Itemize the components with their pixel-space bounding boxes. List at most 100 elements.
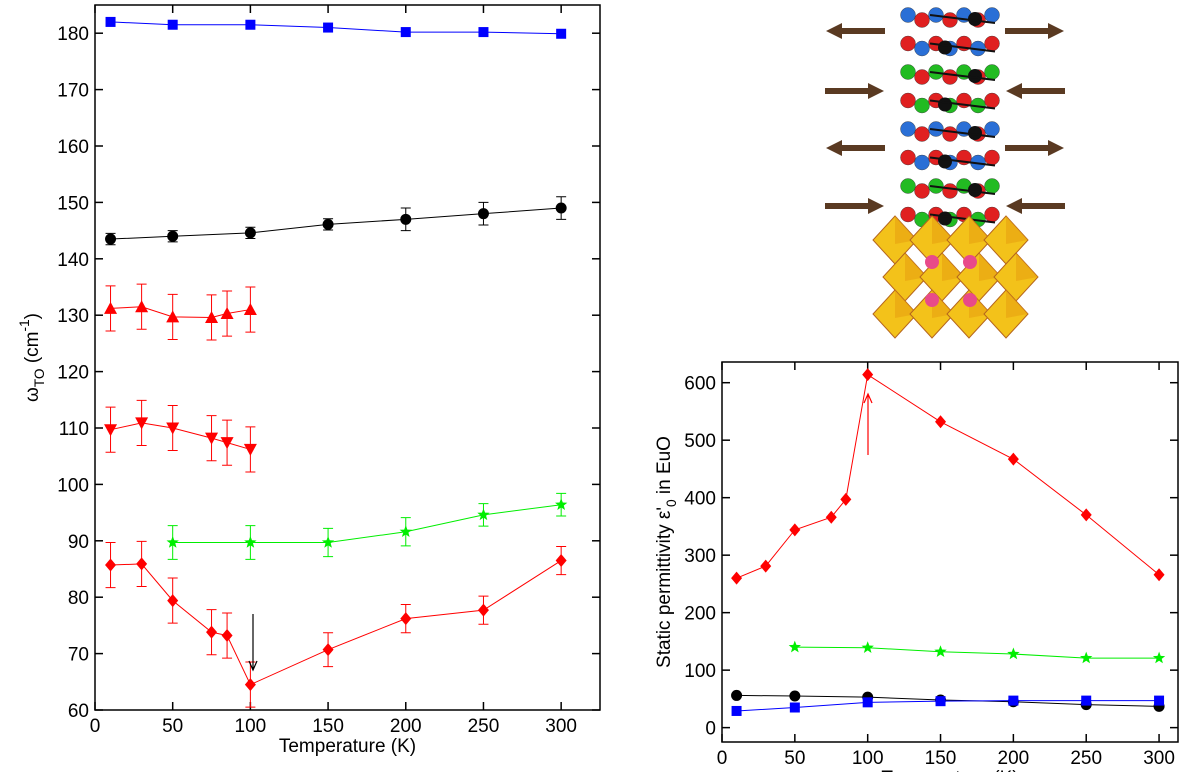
text-part: Temperature (K)	[279, 736, 416, 757]
plot-frame	[94, 4, 601, 711]
atom	[984, 121, 1000, 137]
marker	[1153, 568, 1165, 582]
a-site-atom	[925, 255, 939, 269]
spin-atom	[938, 40, 952, 55]
spin	[929, 185, 996, 195]
a-site-atom	[963, 255, 977, 269]
y-axis-label: ωTO (cm-1)	[17, 313, 47, 402]
atom	[914, 97, 930, 114]
x-tick-label: 0	[90, 716, 101, 737]
series-line	[736, 373, 1160, 579]
series-line	[736, 700, 1160, 712]
marker	[862, 368, 874, 382]
marker	[166, 310, 180, 323]
marker	[1154, 695, 1165, 706]
marker	[400, 27, 411, 38]
marker	[861, 641, 874, 653]
marker	[1152, 651, 1166, 664]
marker	[399, 525, 412, 537]
y-tick-label: 400	[684, 489, 716, 510]
spin	[929, 71, 996, 81]
series	[105, 16, 567, 39]
series	[104, 283, 257, 341]
marker	[136, 557, 148, 571]
marker	[555, 554, 567, 568]
atom	[984, 92, 1000, 109]
marker	[322, 218, 334, 230]
series-line	[110, 306, 251, 318]
y-tick-label: 200	[684, 604, 716, 625]
marker	[1080, 508, 1092, 522]
atom	[900, 149, 916, 166]
atom	[942, 12, 958, 28]
y-tick-label: 130	[57, 306, 89, 327]
marker	[205, 432, 219, 445]
atom	[984, 206, 1000, 223]
spin-atom	[938, 154, 952, 169]
marker	[105, 558, 117, 572]
octahedron-face	[979, 253, 1001, 281]
marker	[789, 690, 801, 702]
y-tick-label: 60	[68, 701, 89, 722]
spin-arrows	[825, 23, 1065, 214]
atom	[984, 35, 1000, 52]
spin-atom	[938, 211, 952, 226]
x-tick-label: 0	[717, 748, 728, 769]
spin-atom	[968, 12, 982, 26]
marker	[206, 625, 218, 639]
marker	[731, 705, 742, 716]
octahedron-face	[1006, 216, 1028, 244]
x-tick-label: 100	[852, 748, 884, 769]
x-tick-label: 200	[998, 748, 1030, 769]
marker	[731, 689, 743, 701]
series	[731, 368, 1165, 585]
text-part: Static permittivity ε'	[654, 507, 675, 668]
y-tick-label: 300	[684, 546, 716, 567]
marker	[166, 422, 180, 435]
octahedron-face	[942, 253, 964, 281]
marker	[244, 678, 256, 692]
marker	[555, 498, 568, 510]
marker	[840, 492, 852, 506]
marker	[477, 208, 489, 220]
spin	[929, 128, 996, 138]
spin	[929, 213, 996, 224]
marker	[935, 696, 946, 707]
y-tick-label: 100	[57, 475, 89, 496]
substrate-octahedra	[872, 215, 1039, 339]
marker	[556, 28, 567, 39]
x-tick-label: 50	[162, 716, 183, 737]
x-tick-label: 250	[468, 716, 500, 737]
y-tick-label: 100	[684, 661, 716, 682]
atom	[984, 7, 1000, 23]
marker	[862, 697, 873, 708]
y-tick-label: 90	[68, 532, 89, 553]
y-tick-label: 80	[68, 588, 89, 609]
atom	[984, 178, 1000, 194]
octahedron-face	[1006, 290, 1028, 318]
octahedron-face	[895, 290, 917, 318]
illustration	[825, 7, 1065, 339]
atom	[914, 183, 930, 199]
atom	[914, 40, 930, 57]
spin	[929, 156, 996, 167]
marker	[220, 437, 234, 450]
atom	[984, 149, 1000, 166]
marker	[1007, 452, 1019, 466]
atom	[900, 178, 916, 194]
marker	[104, 301, 118, 314]
annotation-arrow	[248, 614, 258, 672]
atom	[914, 69, 930, 85]
marker	[135, 300, 149, 313]
marker	[245, 19, 256, 30]
spin	[929, 42, 996, 53]
octahedron-face	[905, 253, 927, 281]
text-part: 0	[664, 499, 679, 507]
marker	[1008, 695, 1019, 706]
marker	[477, 508, 490, 521]
spin	[929, 14, 996, 24]
annotation-arrow	[863, 392, 873, 455]
marker	[135, 417, 149, 430]
marker	[935, 415, 947, 429]
